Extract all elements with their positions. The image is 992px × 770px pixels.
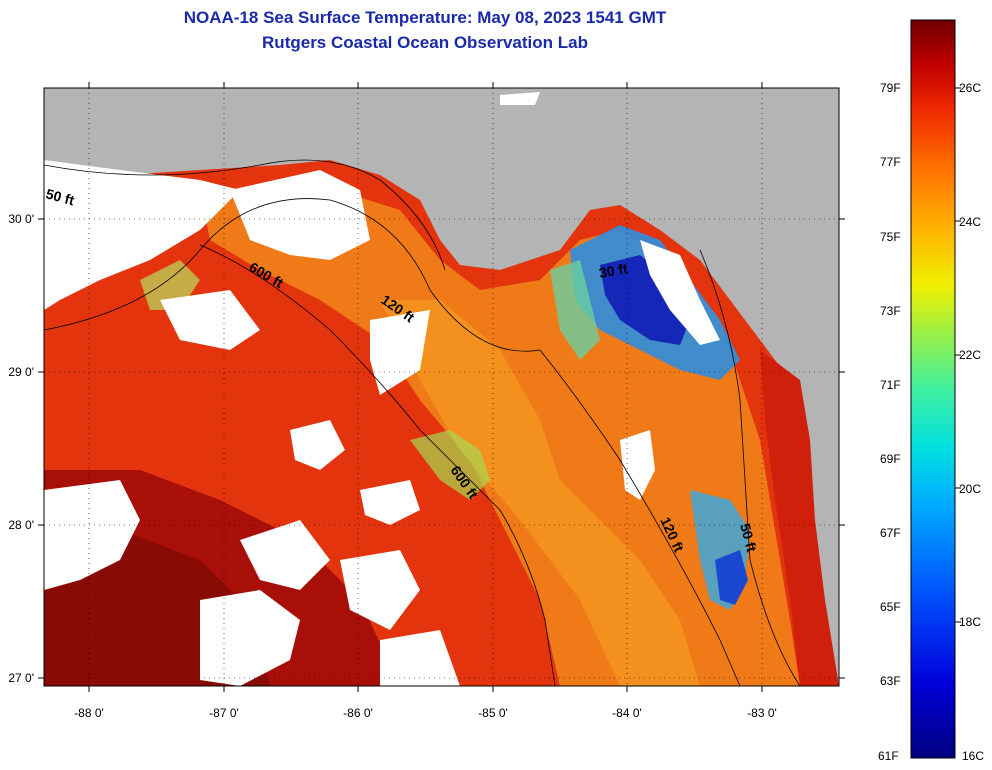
map-subtitle: Rutgers Coastal Ocean Observation Lab (262, 33, 588, 52)
c-label: 16C (962, 749, 984, 763)
depth-contours (44, 159, 801, 686)
contour-label: 50 ft (737, 522, 760, 554)
contour-label: 30 ft (598, 260, 629, 281)
lat-label: 28 0' (8, 518, 34, 532)
colorbar-c-labels: 26C 24C 22C 20C 18C 16C (959, 81, 984, 763)
warm-front (410, 430, 490, 500)
c-label: 18C (959, 615, 981, 629)
c-label: 20C (959, 482, 981, 496)
lon-label: -83 0' (747, 706, 777, 720)
f-label: 79F (880, 81, 901, 95)
f-label: 67F (880, 526, 901, 540)
f-label: 65F (880, 600, 901, 614)
lon-label: -86 0' (343, 706, 373, 720)
lon-label: -88 0' (74, 706, 104, 720)
contour-600ft (199, 244, 556, 686)
c-label: 22C (959, 348, 981, 362)
cool-water-south-core (715, 550, 748, 605)
cool-water-edge (550, 260, 600, 360)
map-image (44, 88, 839, 686)
f-label: 63F (880, 674, 901, 688)
map-title: NOAA-18 Sea Surface Temperature: May 08,… (183, 8, 667, 27)
lat-label: 29 0' (8, 365, 34, 379)
f-label: 71F (880, 378, 901, 392)
contour-50ft (44, 159, 446, 271)
mid-warm (380, 300, 700, 686)
lon-label: -85 0' (478, 706, 508, 720)
c-label: 24C (959, 215, 981, 229)
contour-120ft (44, 198, 741, 686)
f-label: 73F (880, 304, 901, 318)
cloud-cover (44, 92, 720, 686)
lat-label: 30 0' (8, 212, 34, 226)
f-label: 61F (878, 749, 899, 763)
colorbar-c-ticks (955, 87, 961, 623)
c-label: 26C (959, 81, 981, 95)
contour-50ft-east (699, 249, 801, 686)
f-label: 69F (880, 452, 901, 466)
lon-label: -87 0' (209, 706, 239, 720)
map-frame (43, 87, 840, 687)
f-label: 77F (880, 155, 901, 169)
colorbar-gradient (910, 19, 956, 759)
contour-label: 50 ft (44, 185, 76, 208)
axis-ticks (38, 82, 845, 692)
east-coastal-red (760, 350, 839, 686)
lat-label: 27 0' (8, 671, 34, 685)
longitude-labels: -88 0' -87 0' -86 0' -85 0' -84 0' -83 0… (74, 706, 777, 720)
latitude-labels: 30 0' 29 0' 28 0' 27 0' (8, 212, 34, 685)
lon-label: -84 0' (612, 706, 642, 720)
cold-water-core (600, 255, 690, 345)
colorbar-f-labels: 79F 77F 75F 73F 71F 69F 67F 65F 63F 61F (878, 81, 901, 763)
f-label: 75F (880, 230, 901, 244)
